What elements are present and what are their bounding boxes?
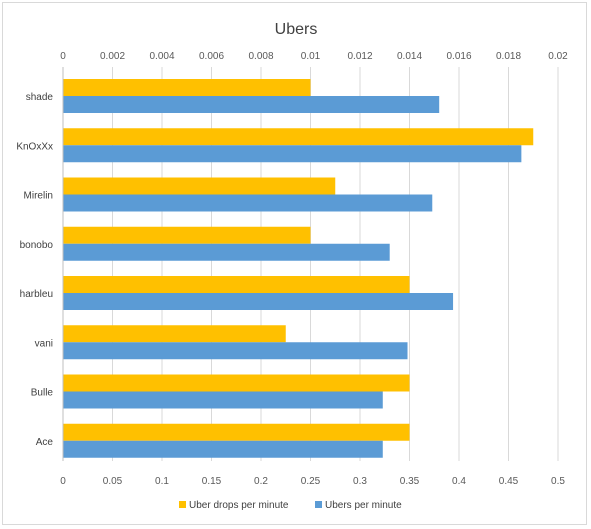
bar-ubers — [63, 342, 408, 360]
bar-uber-drops — [63, 128, 534, 146]
legend-swatch — [315, 501, 322, 508]
bar-chart: Ubers 0 0.002 0.004 0.006 0.008 0.01 0.012 0.01… — [16, 21, 568, 511]
top-axis-tick-label: 0.002 — [100, 51, 125, 62]
bottom-axis-tick-label: 0.15 — [202, 476, 222, 487]
bottom-axis-tick-label: 0 — [60, 476, 66, 487]
bar-uber-drops — [63, 423, 410, 441]
chart-title: Ubers — [275, 21, 318, 38]
category-label: vani — [35, 338, 53, 349]
bottom-axis-tick-label: 0.05 — [103, 476, 123, 487]
category-label: bonobo — [20, 240, 54, 251]
category-label: KnOxXx — [16, 141, 53, 152]
bottom-axis-tick-label: 0.5 — [551, 476, 565, 487]
bar-ubers — [63, 96, 440, 113]
chart-frame: Ubers 0 0.002 0.004 0.006 0.008 0.01 0.012 0.01… — [2, 2, 587, 525]
bar-ubers — [63, 440, 383, 458]
axes: 0 0.002 0.004 0.006 0.008 0.01 0.012 0.014 0.016… — [16, 51, 568, 487]
category-label: Mirelin — [24, 191, 53, 202]
top-axis-tick-label: 0.004 — [149, 51, 174, 62]
bar-uber-drops — [63, 276, 410, 293]
bar-ubers — [63, 243, 390, 261]
bar-ubers — [63, 293, 454, 310]
top-axis-tick-label: 0 — [60, 51, 66, 62]
bar-ubers — [63, 391, 383, 409]
bar-ubers — [63, 194, 433, 212]
bar-uber-drops — [63, 79, 311, 96]
bar-ubers — [63, 145, 522, 163]
bar-uber-drops — [63, 374, 410, 392]
category-label: Bulle — [31, 388, 54, 399]
top-axis-tick-label: 0.014 — [397, 51, 422, 62]
category-label: harbleu — [20, 289, 53, 300]
legend-label: Uber drops per minute — [189, 500, 289, 511]
top-axis-tick-label: 0.018 — [496, 51, 521, 62]
top-axis-tick-label: 0.01 — [301, 51, 321, 62]
top-axis-tick-label: 0.008 — [248, 51, 273, 62]
bars — [63, 79, 534, 458]
top-axis-tick-label: 0.012 — [347, 51, 372, 62]
bottom-axis-tick-label: 0.4 — [452, 476, 466, 487]
category-label: shade — [26, 92, 54, 103]
top-axis-tick-label: 0.006 — [199, 51, 224, 62]
bottom-axis-tick-label: 0.25 — [301, 476, 321, 487]
bar-uber-drops — [63, 325, 286, 343]
bottom-axis-tick-label: 0.2 — [254, 476, 268, 487]
category-label: Ace — [36, 437, 54, 448]
bottom-axis-tick-label: 0.35 — [400, 476, 420, 487]
bar-uber-drops — [63, 177, 336, 195]
top-axis-tick-label: 0.016 — [446, 51, 471, 62]
legend: Uber drops per minute Ubers per minute — [179, 500, 402, 511]
bottom-axis-tick-label: 0.45 — [499, 476, 519, 487]
legend-swatch — [179, 501, 186, 508]
top-axis-tick-label: 0.02 — [548, 51, 568, 62]
bottom-axis-tick-label: 0.3 — [353, 476, 367, 487]
legend-label: Ubers per minute — [325, 500, 402, 511]
bottom-axis-tick-label: 0.1 — [155, 476, 169, 487]
bar-uber-drops — [63, 226, 311, 244]
